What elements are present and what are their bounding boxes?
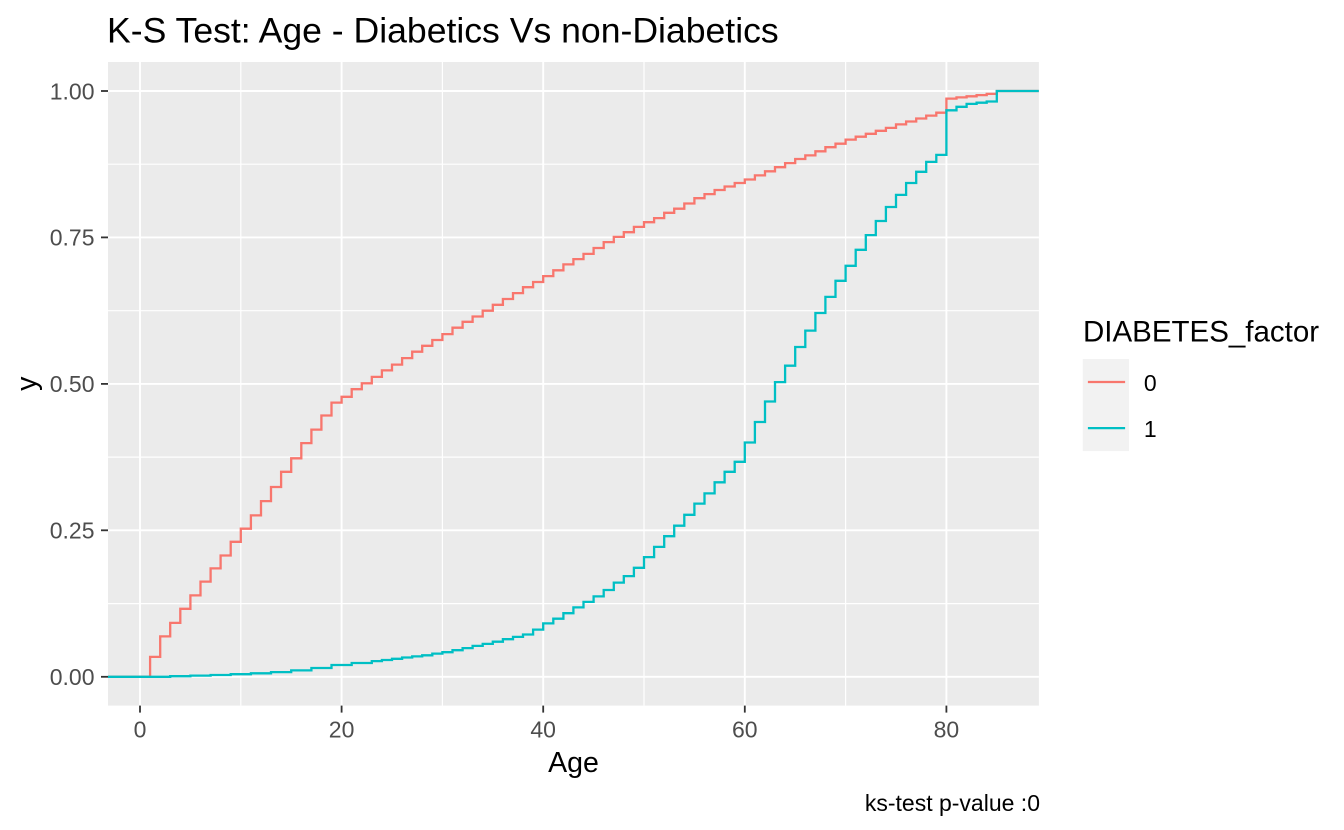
- svg-text:1.00: 1.00: [50, 78, 95, 104]
- svg-text:1: 1: [1144, 416, 1157, 442]
- svg-text:y: y: [11, 376, 43, 391]
- svg-text:0.75: 0.75: [50, 225, 95, 251]
- svg-text:Age: Age: [548, 747, 599, 779]
- svg-text:60: 60: [732, 717, 758, 743]
- svg-text:0: 0: [134, 717, 147, 743]
- svg-text:0.25: 0.25: [50, 518, 95, 544]
- svg-text:ks-test p-value :0: ks-test p-value :0: [865, 790, 1040, 816]
- svg-text:0.50: 0.50: [50, 371, 95, 397]
- svg-text:K-S Test: Age - Diabetics Vs n: K-S Test: Age - Diabetics Vs non-Diabeti…: [107, 10, 779, 50]
- svg-text:0: 0: [1144, 370, 1157, 396]
- svg-text:0.00: 0.00: [50, 664, 95, 690]
- svg-text:DIABETES_factor: DIABETES_factor: [1083, 315, 1319, 348]
- svg-text:80: 80: [934, 717, 960, 743]
- svg-text:40: 40: [530, 717, 556, 743]
- svg-text:20: 20: [329, 717, 355, 743]
